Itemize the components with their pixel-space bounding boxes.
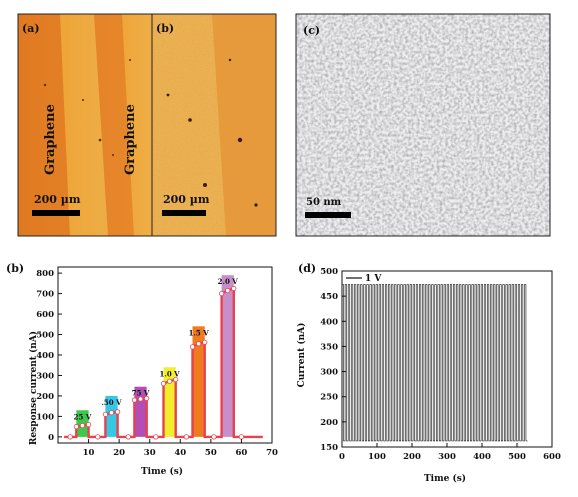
trace-marker xyxy=(238,434,245,440)
trace-marker xyxy=(102,411,108,417)
x-tick-label: 30 xyxy=(144,448,156,458)
trace-marker xyxy=(218,291,225,297)
graphene-label-1: Graphene xyxy=(43,104,58,175)
photo-c-scale-text: 50 nm xyxy=(306,197,342,208)
photo-b-scale-text: 200 µm xyxy=(163,193,210,206)
photo-c-scale-bar xyxy=(305,212,351,218)
photo-a-scale-bar xyxy=(32,210,80,216)
x-tick-label: 200 xyxy=(403,452,421,462)
current-trace xyxy=(341,284,528,442)
y-tick-label: 300 xyxy=(36,371,54,381)
bar-5 xyxy=(192,326,205,437)
x-tick-label: 50 xyxy=(205,448,217,458)
photo-a-label: (a) xyxy=(22,22,40,35)
chart-d-panel-label: (d) xyxy=(298,262,316,275)
y-tick-label: 200 xyxy=(320,418,338,428)
bar-label-5: 1.5 V xyxy=(189,328,210,337)
trace-marker xyxy=(79,423,86,429)
bar-4 xyxy=(163,367,176,437)
y-tick-label: 100 xyxy=(36,412,54,422)
x-tick-label: 60 xyxy=(236,448,248,458)
photo-b-label: (b) xyxy=(156,22,174,35)
trace-marker xyxy=(153,434,159,440)
trace-marker xyxy=(225,287,231,294)
chart-b-xlabel: Time (s) xyxy=(141,466,183,477)
trace-marker xyxy=(202,339,208,345)
trace-marker xyxy=(115,409,121,415)
trace-marker xyxy=(131,397,138,403)
x-tick-label: 0 xyxy=(339,452,345,462)
chart-b: (b) Response current (nA) Time (s) 25 V.… xyxy=(6,262,278,477)
chart-b-panel-label: (b) xyxy=(6,262,24,275)
trace-marker xyxy=(95,434,101,440)
bar-6 xyxy=(221,275,234,437)
trace-marker xyxy=(183,434,189,440)
x-tick-label: 500 xyxy=(508,452,526,462)
photo-c xyxy=(295,13,551,237)
trace-marker xyxy=(211,434,217,440)
trace-marker xyxy=(189,344,196,350)
x-tick-label: 300 xyxy=(438,452,456,462)
bar-label-4: 1.0 V xyxy=(160,369,181,378)
photo-b xyxy=(151,13,277,237)
y-tick-label: 400 xyxy=(36,351,54,361)
chart-d: (d) Current (nA) Time (s) 1 V 150 200 250 30… xyxy=(296,262,561,484)
response-trace xyxy=(64,286,263,439)
trace-marker xyxy=(67,434,73,440)
trace-marker xyxy=(160,381,167,387)
bar-label-1: 25 V xyxy=(74,412,92,421)
trace-marker xyxy=(144,395,150,401)
y-tick-label: 400 xyxy=(320,317,338,327)
bar-label-6: 2.0 V xyxy=(218,277,239,286)
y-tick-label: 500 xyxy=(320,267,338,277)
trace-marker xyxy=(137,396,144,402)
trace-marker xyxy=(73,424,79,430)
trace-marker xyxy=(125,434,131,440)
x-tick-label: 20 xyxy=(113,448,125,458)
micrograph-row: (a) Graphene Graphene 200 µm (b) 200 µm … xyxy=(17,13,551,237)
legend-label: 1 V xyxy=(365,274,382,284)
bar-label-2: .50 V xyxy=(101,398,122,407)
bar-2 xyxy=(105,395,118,437)
graphene-label-2: Graphene xyxy=(123,104,138,175)
y-tick-label: 0 xyxy=(48,433,54,443)
x-tick-label: 400 xyxy=(473,452,491,462)
y-tick-label: 500 xyxy=(36,331,54,341)
chart-b-ylabel: Response current (nA) xyxy=(28,331,39,445)
y-tick-label: 300 xyxy=(320,368,338,378)
x-tick-label: 100 xyxy=(368,452,386,462)
trace-marker xyxy=(108,410,115,416)
trace-marker xyxy=(166,378,173,384)
x-tick-label: 70 xyxy=(266,448,278,458)
x-tick-label: 40 xyxy=(174,448,186,458)
trace-marker xyxy=(196,341,202,347)
trace-marker xyxy=(173,376,179,383)
y-tick-label: 600 xyxy=(36,310,54,320)
bar-label-3: 75 V xyxy=(132,389,150,398)
photo-c-label: (c) xyxy=(303,24,320,37)
y-tick-label: 700 xyxy=(36,290,54,300)
chart-d-ylabel: Current (nA) xyxy=(296,323,307,388)
chart-d-xlabel: Time (s) xyxy=(424,473,466,484)
photo-b-scale-bar xyxy=(162,210,206,216)
x-tick-label: 10 xyxy=(83,448,95,458)
x-tick-label: 600 xyxy=(543,452,561,462)
trace-marker xyxy=(231,285,237,292)
y-tick-label: 150 xyxy=(320,443,338,453)
y-tick-label: 800 xyxy=(36,269,54,279)
y-tick-label: 200 xyxy=(36,392,54,402)
photo-a-scale-text: 200 µm xyxy=(34,193,81,206)
y-tick-label: 250 xyxy=(320,393,338,403)
photo-a xyxy=(17,13,153,237)
trace-marker xyxy=(85,421,92,428)
y-tick-label: 450 xyxy=(320,292,338,302)
y-tick-label: 350 xyxy=(320,342,338,352)
